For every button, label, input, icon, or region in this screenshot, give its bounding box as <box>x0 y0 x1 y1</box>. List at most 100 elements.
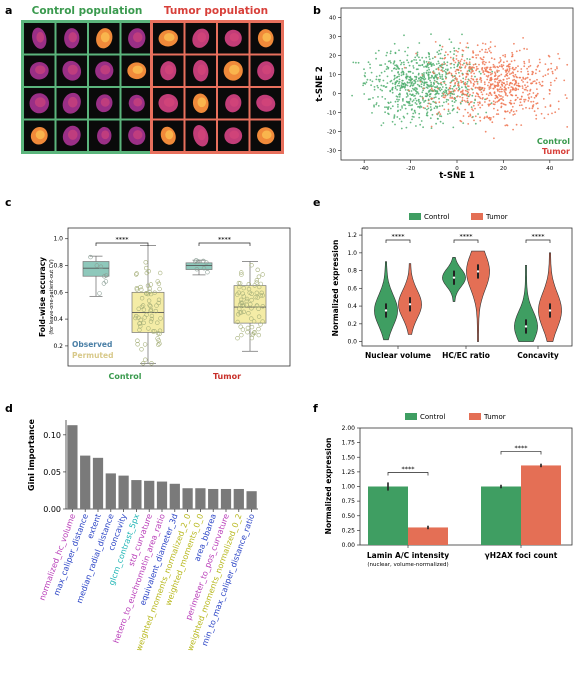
tumor-point <box>473 80 476 83</box>
tumor-point <box>485 93 488 95</box>
tumor-point <box>455 72 457 75</box>
tumor-point <box>489 118 491 121</box>
tumor-point <box>455 87 458 90</box>
box-point <box>157 341 162 346</box>
box-point <box>205 270 210 275</box>
tumor-point <box>460 79 462 82</box>
control-point <box>412 112 415 115</box>
tumor-point <box>436 113 438 115</box>
tumor-point <box>478 63 480 66</box>
control-point <box>441 75 443 78</box>
control-point <box>431 57 434 60</box>
box-point <box>145 283 151 288</box>
tumor-point <box>499 57 502 59</box>
y-tick-label: 0.4 <box>53 316 63 323</box>
tumor-point <box>441 45 444 48</box>
tumor-point <box>477 104 480 106</box>
tumor-point <box>548 92 551 95</box>
box-point <box>141 361 146 366</box>
tumor-point <box>491 72 493 75</box>
box-point <box>239 332 244 338</box>
control-point <box>377 49 380 52</box>
gini-bar <box>156 481 168 509</box>
box-point <box>256 314 262 319</box>
control-point <box>405 75 408 77</box>
control-point <box>398 80 401 83</box>
control-point <box>439 44 441 47</box>
tumor-point <box>548 55 551 58</box>
box-point <box>256 326 261 332</box>
control-point <box>418 100 420 103</box>
tumor-point <box>488 86 491 89</box>
tumor-point <box>447 53 449 56</box>
control-point <box>411 60 413 62</box>
tumor-point <box>521 87 524 89</box>
significance-bracket <box>525 239 551 243</box>
box-point <box>255 267 260 272</box>
tumor-point <box>506 83 508 85</box>
control-point <box>422 99 424 101</box>
control-point <box>417 80 419 82</box>
tumor-point <box>496 109 499 112</box>
tumor-point <box>502 68 505 70</box>
control-point <box>370 71 373 74</box>
control-point <box>446 113 449 115</box>
control-point <box>409 70 411 73</box>
control-point <box>447 99 450 101</box>
tumor-point <box>510 86 513 88</box>
control-point <box>426 87 429 89</box>
control-point <box>450 41 453 43</box>
tumor-point <box>450 81 452 84</box>
y-tick-label: 2.00 <box>342 425 356 432</box>
tumor-point <box>493 137 495 140</box>
tumor-point <box>505 110 507 113</box>
tumor-point <box>550 62 553 65</box>
tumor-point <box>478 86 481 89</box>
panel-label-d: d <box>5 402 13 415</box>
significance-bracket <box>198 242 251 246</box>
tumor-point <box>504 88 507 90</box>
control-point <box>423 75 426 77</box>
box-point <box>94 263 100 268</box>
box-point <box>244 296 250 302</box>
tumor-point <box>454 81 457 84</box>
boxplot-legend-permuted: Permuted <box>72 351 113 360</box>
control-point <box>413 110 416 112</box>
control-point <box>393 114 396 116</box>
tumor-point <box>525 77 527 79</box>
control-point <box>453 47 455 50</box>
cell-nucleus-highlight <box>133 130 143 140</box>
control-point <box>454 75 456 77</box>
box-point <box>143 357 148 362</box>
tumor-point <box>529 64 532 67</box>
control-point <box>412 99 415 101</box>
tumor-point <box>500 88 503 91</box>
box-point <box>153 308 159 314</box>
expression-x-label-lamin: Lamin A/C intensity <box>367 551 449 560</box>
x-tick-label: -20 <box>406 166 415 172</box>
violin-x-label: Concavity <box>517 351 559 360</box>
control-point <box>400 63 402 66</box>
tumor-point <box>481 48 483 51</box>
control-point <box>416 91 419 94</box>
tumor-point <box>484 70 487 72</box>
tumor-point <box>497 85 499 87</box>
control-point <box>409 75 412 78</box>
control-point <box>404 107 407 110</box>
control-point <box>474 75 476 78</box>
control-point <box>400 120 403 123</box>
tumor-point <box>478 88 481 91</box>
control-point <box>467 46 470 49</box>
tumor-point <box>449 63 452 65</box>
tumor-point <box>472 63 475 66</box>
control-point <box>378 80 381 83</box>
tumor-point <box>466 97 469 100</box>
control-point <box>415 78 417 81</box>
tumor-point <box>542 97 545 100</box>
control-point <box>429 117 432 120</box>
box-point <box>247 290 252 295</box>
tumor-point <box>422 87 425 90</box>
tumor-point <box>468 61 471 64</box>
control-point <box>409 98 412 101</box>
control-point <box>462 122 465 124</box>
